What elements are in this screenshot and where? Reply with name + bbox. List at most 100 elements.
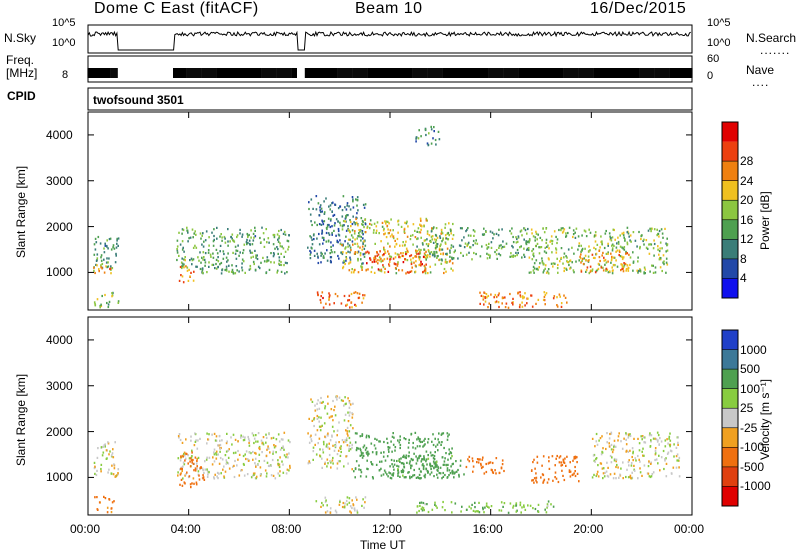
heatmap-cell	[625, 475, 627, 479]
heatmap-cell	[402, 241, 404, 244]
heatmap-cell	[647, 472, 650, 475]
heatmap-cell	[532, 252, 535, 255]
heatmap-cell	[252, 232, 255, 235]
heatmap-cell	[188, 268, 190, 271]
heatmap-cell	[409, 464, 412, 467]
heatmap-cell	[331, 202, 333, 205]
heatmap-cell	[467, 458, 469, 461]
heatmap-cell	[397, 474, 399, 477]
heatmap-cell	[413, 452, 415, 455]
heatmap-cell	[366, 262, 368, 265]
heatmap-cell	[622, 231, 625, 234]
heatmap-cell	[672, 466, 675, 469]
heatmap-cell	[479, 458, 481, 461]
heatmap-cell	[487, 462, 490, 465]
heatmap-cell	[315, 195, 318, 198]
heatmap-cell	[611, 272, 614, 275]
heatmap-cell	[457, 468, 459, 472]
heatmap-cell	[430, 251, 433, 254]
heatmap-cell	[113, 500, 115, 503]
heatmap-cell	[248, 239, 251, 242]
heatmap-cell	[324, 435, 326, 438]
heatmap-cell	[325, 499, 327, 502]
heatmap-cell	[345, 216, 347, 219]
heatmap-cell	[413, 261, 415, 264]
heatmap-cell	[626, 252, 628, 255]
heatmap-cell	[202, 477, 204, 480]
heatmap-cell	[609, 454, 612, 458]
heatmap-cell	[270, 252, 272, 255]
heatmap-cell	[427, 457, 430, 460]
heatmap-cell	[629, 475, 631, 479]
heatmap-cell	[427, 144, 430, 147]
heatmap-cell	[349, 441, 352, 444]
heatmap-cell	[208, 456, 211, 459]
heatmap-cell	[537, 510, 540, 513]
heatmap-cell	[623, 262, 625, 265]
heatmap-cell	[341, 439, 344, 442]
heatmap-cell	[433, 130, 435, 133]
heatmap-cell	[474, 506, 476, 509]
heatmap-cell	[450, 465, 452, 468]
heatmap-cell	[101, 294, 103, 298]
heatmap-cell	[325, 197, 327, 200]
heatmap-cell	[377, 268, 380, 271]
heatmap-cell	[355, 460, 358, 463]
heatmap-cell	[112, 291, 114, 294]
heatmap-cell	[636, 245, 638, 248]
heatmap-cell	[615, 259, 617, 262]
heatmap-cell	[596, 268, 599, 272]
heatmap-cell	[193, 444, 196, 447]
heatmap-cell	[345, 229, 348, 232]
heatmap-cell	[423, 239, 426, 242]
heatmap-cell	[350, 511, 352, 514]
heatmap-cell	[643, 243, 645, 246]
heatmap-cell	[415, 136, 418, 139]
heatmap-cell	[345, 440, 347, 443]
heatmap-cell	[472, 470, 474, 473]
heatmap-cell	[282, 247, 285, 250]
heatmap-cell	[321, 210, 323, 213]
heatmap-cell	[418, 455, 420, 458]
heatmap-cell	[349, 424, 352, 427]
heatmap-cell	[110, 507, 113, 510]
heatmap-cell	[519, 230, 522, 233]
heatmap-cell	[314, 221, 316, 224]
heatmap-cell	[408, 438, 410, 441]
heatmap-cell	[255, 256, 257, 259]
heatmap-cell	[516, 248, 519, 252]
heatmap-cell	[616, 242, 618, 245]
heatmap-cell	[203, 258, 206, 261]
heatmap-cell	[641, 450, 643, 453]
heatmap-cell	[270, 437, 273, 440]
heatmap-cell	[312, 450, 315, 453]
heatmap-cell	[189, 236, 192, 239]
heatmap-cell	[265, 454, 268, 457]
velocity-colorbar-swatch	[722, 408, 738, 428]
heatmap-cell	[454, 249, 456, 252]
heatmap-cell	[401, 462, 404, 465]
heatmap-cell	[104, 242, 106, 245]
heatmap-cell	[610, 443, 613, 446]
heatmap-cell	[404, 244, 406, 247]
heatmap-cell	[658, 253, 660, 256]
heatmap-cell	[255, 254, 257, 257]
heatmap-cell	[532, 265, 535, 268]
heatmap-cell	[515, 504, 518, 507]
heatmap-cell	[588, 245, 590, 248]
heatmap-cell	[408, 471, 410, 474]
y-tick-label: 2000	[46, 219, 73, 234]
heatmap-cell	[319, 206, 321, 209]
heatmap-cell	[613, 256, 616, 259]
heatmap-cell	[412, 474, 414, 477]
heatmap-cell	[393, 436, 395, 439]
heatmap-cell	[115, 252, 117, 255]
heatmap-cell	[510, 252, 512, 255]
heatmap-cell	[611, 456, 613, 459]
heatmap-cell	[357, 271, 360, 274]
heatmap-cell	[565, 268, 568, 271]
heatmap-cell	[363, 247, 366, 250]
heatmap-cell	[650, 475, 653, 478]
heatmap-cell	[272, 243, 275, 246]
heatmap-cell	[495, 472, 497, 475]
